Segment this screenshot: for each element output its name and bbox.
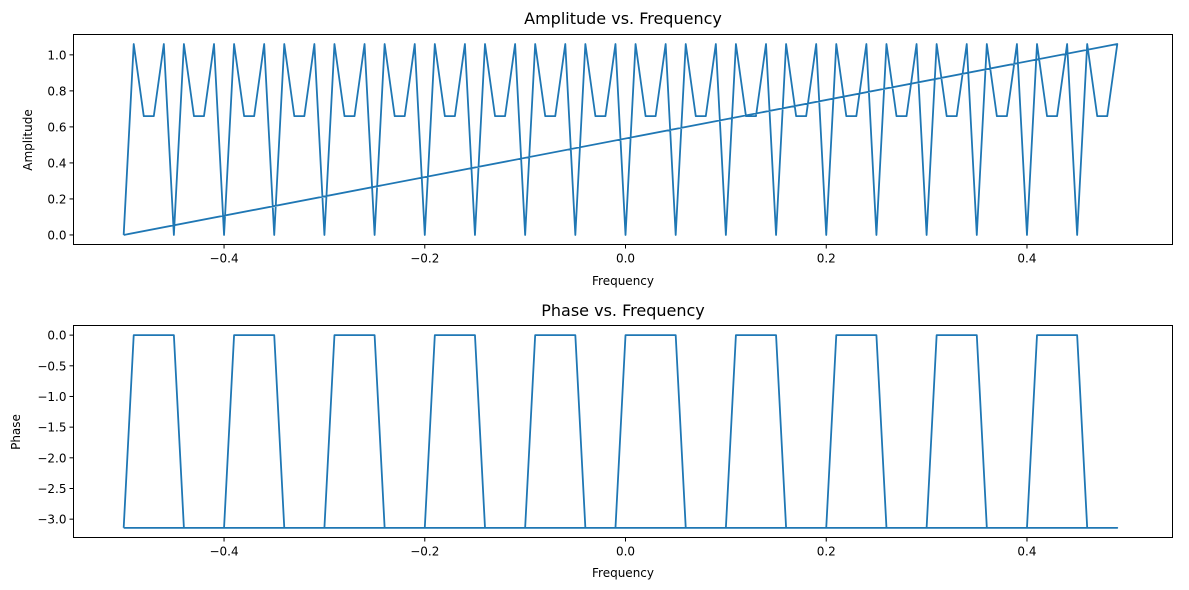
phase-y-tick-label: −1.0	[37, 390, 66, 404]
phase-x-ticks: −0.4 −0.2 0.0 0.2 0.4	[209, 537, 1037, 559]
phase-subplot: Phase vs. Frequency −0.4 −0.2 0.0 0.2 0.4 0.…	[9, 301, 1173, 580]
amplitude-x-axis-label: Frequency	[592, 274, 654, 288]
phase-y-tick-label: −1.5	[37, 421, 66, 435]
amplitude-series-line	[122, 43, 1119, 236]
amplitude-axes-frame	[73, 34, 1173, 245]
phase-x-axis-label: Frequency	[592, 566, 654, 580]
amplitude-y-tick-label: 0.2	[47, 192, 66, 206]
phase-y-tick-label: −3.0	[37, 513, 66, 527]
phase-y-tick-label: −0.5	[37, 359, 66, 373]
amplitude-subplot: Amplitude vs. Frequency −0.4 −0.2 0.0 0.2 0.…	[21, 9, 1173, 288]
amplitude-x-tick-label: −0.2	[410, 252, 439, 266]
phase-x-tick-label: 0.4	[1017, 545, 1036, 559]
amplitude-y-tick-label: 0.6	[47, 120, 66, 134]
phase-y-tick-label: −2.5	[37, 482, 66, 496]
phase-y-ticks: 0.0 −0.5 −1.0 −1.5 −2.0 −2.5 −3.0	[37, 329, 74, 527]
phase-plot-area	[122, 334, 1119, 529]
amplitude-y-tick-label: 0.8	[47, 84, 66, 98]
phase-x-tick-label: 0.0	[616, 545, 635, 559]
amplitude-y-axis-label: Amplitude	[21, 109, 35, 171]
amplitude-plot-area	[122, 43, 1119, 236]
amplitude-x-tick-label: 0.4	[1017, 252, 1036, 266]
phase-series-line	[122, 334, 1119, 529]
amplitude-x-tick-label: 0.2	[817, 252, 836, 266]
phase-y-tick-label: 0.0	[47, 329, 66, 343]
amplitude-x-tick-label: 0.0	[616, 252, 635, 266]
phase-chart-title: Phase vs. Frequency	[541, 301, 705, 320]
phase-x-tick-label: −0.4	[209, 545, 238, 559]
amplitude-x-tick-label: −0.4	[209, 252, 238, 266]
phase-axes-frame	[73, 325, 1173, 538]
phase-x-tick-label: 0.2	[817, 545, 836, 559]
phase-y-tick-label: −2.0	[37, 451, 66, 465]
amplitude-y-tick-label: 1.0	[47, 48, 66, 62]
phase-x-tick-label: −0.2	[410, 545, 439, 559]
amplitude-y-ticks: 0.0 0.2 0.4 0.6 0.8 1.0	[47, 48, 74, 242]
amplitude-y-tick-label: 0.0	[47, 228, 66, 242]
amplitude-y-tick-label: 0.4	[47, 156, 66, 170]
amplitude-chart-title: Amplitude vs. Frequency	[524, 9, 722, 28]
phase-y-axis-label: Phase	[9, 414, 23, 450]
amplitude-x-ticks: −0.4 −0.2 0.0 0.2 0.4	[209, 244, 1037, 266]
